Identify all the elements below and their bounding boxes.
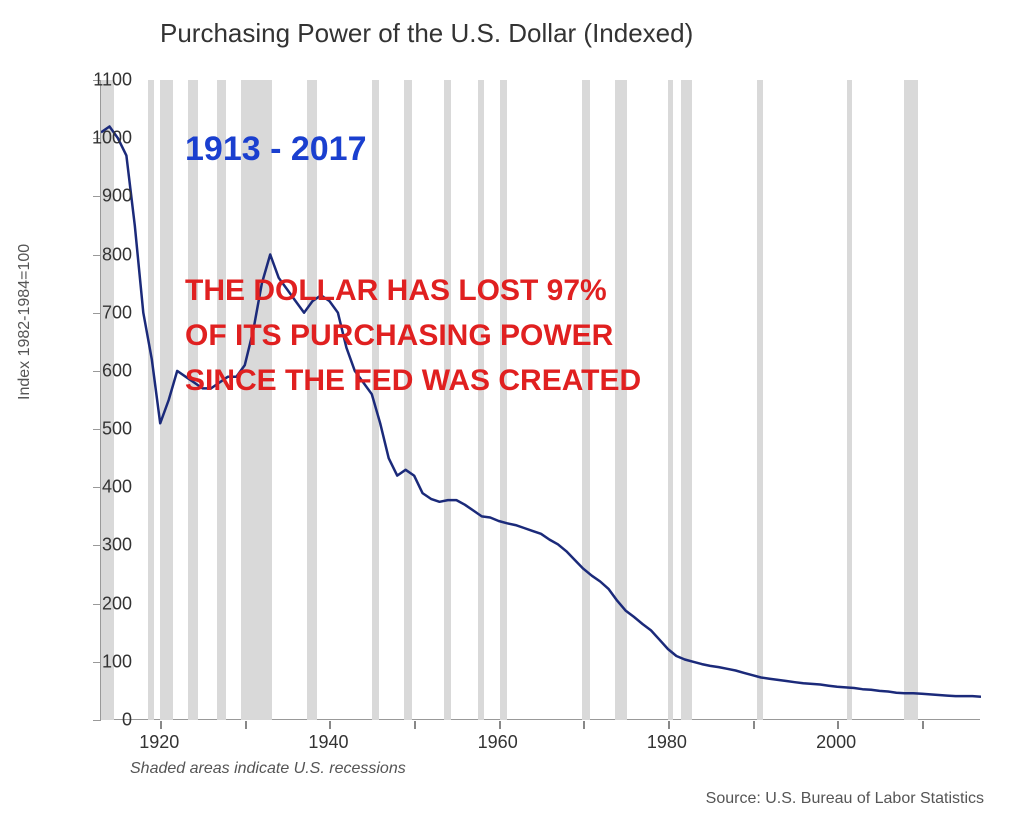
recession-band <box>757 80 763 720</box>
x-tick-label: 1940 <box>308 732 348 753</box>
y-tick-label: 800 <box>72 244 132 265</box>
x-minor-tick <box>499 721 501 729</box>
recession-band <box>904 80 918 720</box>
annotation-line-1: THE DOLLAR HAS LOST 97% <box>185 268 641 313</box>
x-tick-label: 1920 <box>139 732 179 753</box>
source-label: Source: U.S. Bureau of Labor Statistics <box>706 790 984 808</box>
recession-band <box>847 80 852 720</box>
y-tick-label: 200 <box>72 593 132 614</box>
y-tick-label: 300 <box>72 535 132 556</box>
recession-band <box>148 80 155 720</box>
annotation-main-text: THE DOLLAR HAS LOST 97% OF ITS PURCHASIN… <box>185 268 641 403</box>
annotation-date-range: 1913 - 2017 <box>185 130 367 169</box>
y-tick-label: 400 <box>72 477 132 498</box>
annotation-line-2: OF ITS PURCHASING POWER <box>185 313 641 358</box>
recession-band <box>160 80 173 720</box>
y-tick-label: 600 <box>72 360 132 381</box>
recession-footnote: Shaded areas indicate U.S. recessions <box>130 760 406 778</box>
y-tick-label: 900 <box>72 186 132 207</box>
x-minor-tick <box>160 721 162 729</box>
x-tick-label: 1960 <box>478 732 518 753</box>
recession-band <box>668 80 673 720</box>
y-tick-label: 0 <box>72 710 132 731</box>
x-minor-tick <box>329 721 331 729</box>
x-minor-tick <box>753 721 755 729</box>
recession-band <box>681 80 692 720</box>
x-minor-tick <box>583 721 585 729</box>
y-tick-label: 700 <box>72 302 132 323</box>
x-tick-label: 2000 <box>816 732 856 753</box>
x-tick-label: 1980 <box>647 732 687 753</box>
y-tick-label: 1100 <box>72 70 132 91</box>
y-tick-label: 1000 <box>72 128 132 149</box>
chart-title: Purchasing Power of the U.S. Dollar (Ind… <box>160 18 693 49</box>
y-axis-label: Index 1982-1984=100 <box>16 244 34 400</box>
y-tick-label: 500 <box>72 419 132 440</box>
x-minor-tick <box>414 721 416 729</box>
y-tick-label: 100 <box>72 651 132 672</box>
x-minor-tick <box>668 721 670 729</box>
x-minor-tick <box>922 721 924 729</box>
recession-band <box>101 80 114 720</box>
x-minor-tick <box>245 721 247 729</box>
annotation-line-3: SINCE THE FED WAS CREATED <box>185 358 641 403</box>
x-minor-tick <box>837 721 839 729</box>
